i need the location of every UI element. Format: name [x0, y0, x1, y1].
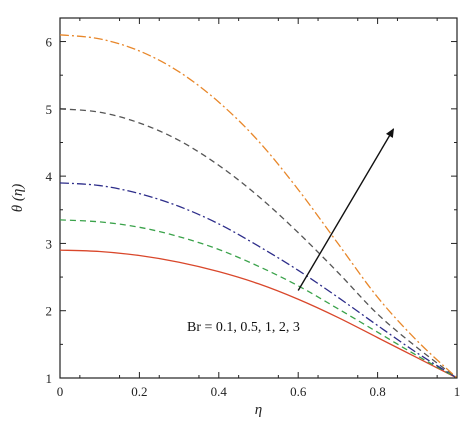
x-tick-label: 0.8 — [369, 384, 385, 399]
annotation-label: Br = 0.1, 0.5, 1, 2, 3 — [187, 320, 300, 335]
series-line-5 — [59, 34, 458, 379]
annotation-layer: Br = 0.1, 0.5, 1, 2, 3 — [187, 128, 395, 335]
y-tick-label: 4 — [46, 169, 53, 184]
x-tick-label: 0.2 — [131, 384, 147, 399]
series-line-1 — [59, 249, 458, 379]
plot-frame — [59, 17, 458, 379]
y-tick-label: 5 — [46, 102, 53, 117]
series-layer — [59, 34, 458, 379]
y-tick-label: 3 — [46, 236, 53, 251]
series-line-2 — [59, 219, 458, 379]
series-line-4 — [59, 108, 458, 379]
y-tick-label: 6 — [46, 35, 53, 50]
x-axis-title: η — [255, 402, 262, 418]
series-line-3 — [59, 182, 458, 379]
axes-layer: 0 0.2 0.4 0.6 0.8 1 1 2 3 4 5 6 — [46, 18, 461, 399]
y-tick-label: 2 — [46, 304, 53, 319]
x-tick-label: 0.4 — [211, 384, 228, 399]
y-axis-title: θ (η) — [10, 184, 26, 213]
x-tick-label: 0 — [57, 384, 64, 399]
y-tick-label: 1 — [46, 371, 53, 386]
plot-area — [59, 17, 458, 379]
annotation-arrow — [297, 128, 395, 291]
x-tick-label: 1 — [454, 384, 461, 399]
x-tick-label: 0.6 — [290, 384, 307, 399]
